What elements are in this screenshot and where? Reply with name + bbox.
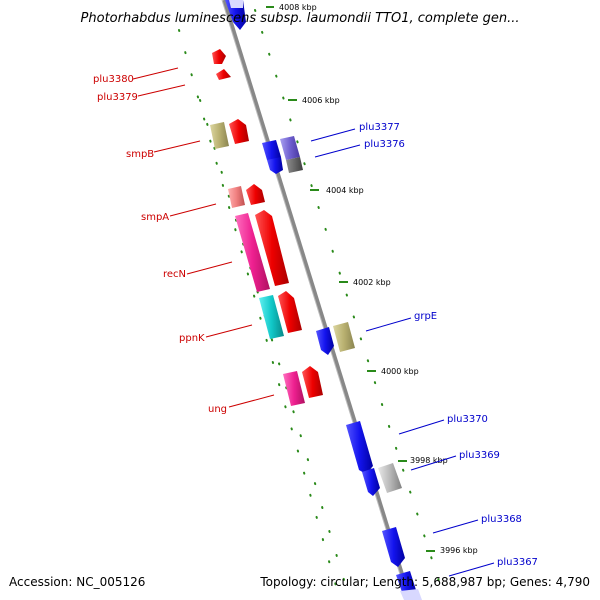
kbp-label: 4004 kbp [326, 186, 364, 195]
kbp-label: 4002 kbp [353, 278, 391, 287]
kbp-tick-3998: 3998 kbp [398, 456, 448, 465]
accession-label: Accession: NC_005126 [9, 575, 145, 589]
gene-label-plu3379[interactable]: plu3379 [97, 92, 138, 103]
gene-smpB-partner[interactable] [210, 122, 229, 149]
genome-axis [222, 0, 412, 600]
gene-grpE[interactable] [333, 322, 355, 352]
kbp-label: 4000 kbp [381, 367, 419, 376]
gene-label-smpB[interactable]: smpB [126, 149, 154, 160]
gene-plu3380[interactable] [212, 49, 226, 64]
gene-plu3368[interactable] [382, 527, 405, 567]
gene-label-ung[interactable]: ung [208, 404, 227, 415]
gene-label-plu3376[interactable]: plu3376 [364, 139, 405, 150]
gene-ppnK-partner[interactable] [259, 295, 284, 339]
kbp-label: 4008 kbp [279, 3, 317, 12]
gene-label-plu3367[interactable]: plu3367 [497, 557, 538, 568]
gene-recN[interactable] [255, 210, 289, 286]
gene-plu3376[interactable] [280, 136, 300, 160]
gene-smpA[interactable] [246, 184, 265, 205]
gene-label-plu3377[interactable]: plu3377 [359, 122, 400, 133]
topology-summary: Topology: circular; Length: 5,688,987 bp… [259, 575, 590, 589]
kbp-tick-4008: 4008 kbp [266, 3, 317, 12]
gene-label-plu3380[interactable]: plu3380 [93, 74, 134, 85]
gene-recN-partner[interactable] [235, 213, 270, 292]
gene-plu3377[interactable] [262, 140, 281, 164]
gene-label-grpE[interactable]: grpE [414, 311, 437, 322]
gene-label-plu3369[interactable]: plu3369 [459, 450, 500, 461]
kbp-label: 4006 kbp [302, 96, 340, 105]
gene-smpA-partner[interactable] [228, 186, 245, 208]
gene-plu3379[interactable] [216, 69, 231, 80]
kbp-label: 3996 kbp [440, 546, 478, 555]
gene-grpE-partner[interactable] [316, 327, 334, 355]
gene-label-ppnK[interactable]: ppnK [179, 333, 205, 344]
gene-label-recN[interactable]: recN [163, 269, 186, 280]
gene-plu3370[interactable] [346, 421, 373, 474]
gene-ung-partner[interactable] [283, 371, 305, 406]
kbp-tick-4002: 4002 kbp [339, 278, 391, 287]
kbp-tick-4004: 4004 kbp [310, 186, 364, 195]
gene-label-plu3368[interactable]: plu3368 [481, 514, 522, 525]
gene-label-plu3370[interactable]: plu3370 [447, 414, 488, 425]
gene-plu3369[interactable] [362, 468, 380, 496]
gene-ppnK[interactable] [278, 291, 302, 333]
kbp-tick-3996: 3996 kbp [426, 546, 478, 555]
map-title: Photorhabdus luminescens subsp. laumondi… [81, 11, 520, 26]
gene-plu3369-partner[interactable] [378, 463, 402, 493]
gene-label-smpA[interactable]: smpA [141, 212, 169, 223]
gene-ung[interactable] [302, 366, 323, 398]
kbp-label: 3998 kbp [410, 456, 448, 465]
kbp-tick-4000: 4000 kbp [367, 367, 419, 376]
gene-smpB[interactable] [229, 119, 249, 144]
kbp-tick-4006: 4006 kbp [288, 96, 340, 105]
